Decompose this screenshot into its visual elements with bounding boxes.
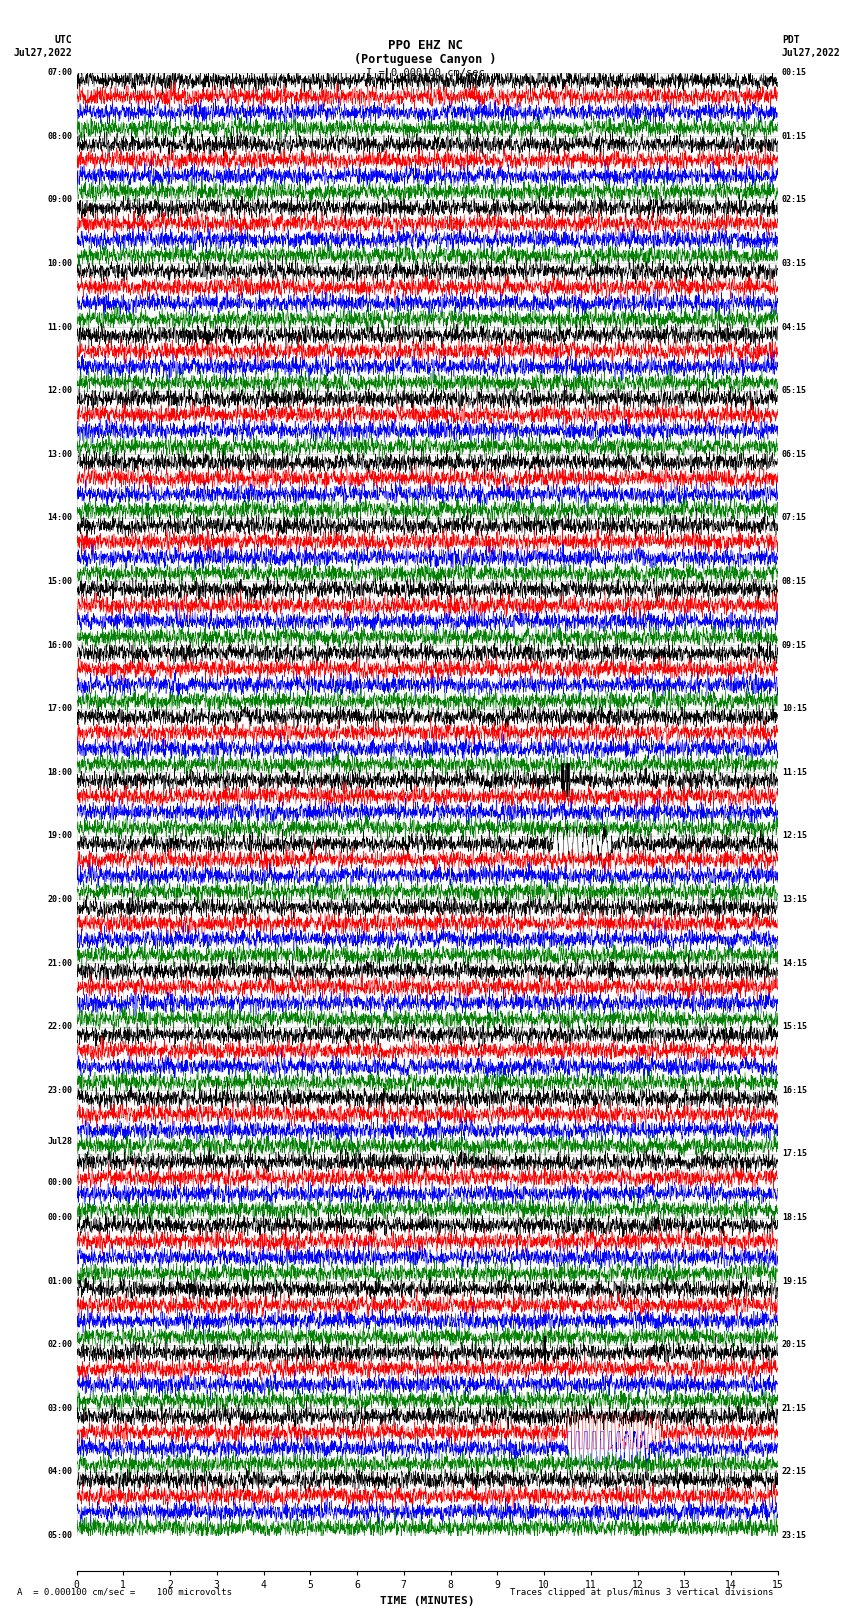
Text: 15:15: 15:15 [782, 1023, 807, 1031]
Text: 22:00: 22:00 [48, 1023, 72, 1031]
Text: 21:00: 21:00 [48, 958, 72, 968]
Text: 08:00: 08:00 [48, 132, 72, 140]
Text: 22:15: 22:15 [782, 1468, 807, 1476]
Text: 00:15: 00:15 [782, 68, 807, 77]
Text: Jul28: Jul28 [48, 1137, 72, 1145]
Text: 13:00: 13:00 [48, 450, 72, 458]
Text: 16:00: 16:00 [48, 640, 72, 650]
Text: A  = 0.000100 cm/sec =    100 microvolts: A = 0.000100 cm/sec = 100 microvolts [17, 1587, 232, 1597]
Text: 04:00: 04:00 [48, 1468, 72, 1476]
Text: 06:15: 06:15 [782, 450, 807, 458]
Text: 14:00: 14:00 [48, 513, 72, 523]
Text: 07:00: 07:00 [48, 68, 72, 77]
Text: (Portuguese Canyon ): (Portuguese Canyon ) [354, 53, 496, 66]
Text: 04:15: 04:15 [782, 323, 807, 332]
Text: 11:15: 11:15 [782, 768, 807, 777]
Text: 15:00: 15:00 [48, 577, 72, 586]
Text: Traces clipped at plus/minus 3 vertical divisions: Traces clipped at plus/minus 3 vertical … [510, 1587, 774, 1597]
Text: 23:15: 23:15 [782, 1531, 807, 1540]
Text: 08:15: 08:15 [782, 577, 807, 586]
Text: 23:00: 23:00 [48, 1086, 72, 1095]
Text: Jul27,2022: Jul27,2022 [782, 48, 841, 58]
Text: 09:15: 09:15 [782, 640, 807, 650]
Text: 18:15: 18:15 [782, 1213, 807, 1223]
Text: 09:00: 09:00 [48, 195, 72, 205]
X-axis label: TIME (MINUTES): TIME (MINUTES) [380, 1595, 474, 1605]
Text: 07:15: 07:15 [782, 513, 807, 523]
Text: 18:00: 18:00 [48, 768, 72, 777]
Text: 12:00: 12:00 [48, 386, 72, 395]
Text: 10:15: 10:15 [782, 705, 807, 713]
Text: 20:00: 20:00 [48, 895, 72, 903]
Text: 00:00: 00:00 [48, 1213, 72, 1223]
Text: 14:15: 14:15 [782, 958, 807, 968]
Text: 10:00: 10:00 [48, 260, 72, 268]
Text: 00:00: 00:00 [48, 1177, 72, 1187]
Text: 13:15: 13:15 [782, 895, 807, 903]
Text: 03:15: 03:15 [782, 260, 807, 268]
Text: 19:15: 19:15 [782, 1276, 807, 1286]
Text: 05:00: 05:00 [48, 1531, 72, 1540]
Text: 19:00: 19:00 [48, 831, 72, 840]
Text: I = 0.000100 cm/sec: I = 0.000100 cm/sec [366, 68, 484, 77]
Text: 02:15: 02:15 [782, 195, 807, 205]
Text: UTC: UTC [54, 35, 72, 45]
Text: 16:15: 16:15 [782, 1086, 807, 1095]
Text: PDT: PDT [782, 35, 800, 45]
Text: 01:00: 01:00 [48, 1276, 72, 1286]
Text: 05:15: 05:15 [782, 386, 807, 395]
Text: 20:15: 20:15 [782, 1340, 807, 1348]
Text: 02:00: 02:00 [48, 1340, 72, 1348]
Text: 11:00: 11:00 [48, 323, 72, 332]
Text: 17:00: 17:00 [48, 705, 72, 713]
Text: 12:15: 12:15 [782, 831, 807, 840]
Text: Jul27,2022: Jul27,2022 [14, 48, 72, 58]
Text: 03:00: 03:00 [48, 1403, 72, 1413]
Text: 21:15: 21:15 [782, 1403, 807, 1413]
Text: 17:15: 17:15 [782, 1150, 807, 1158]
Text: 01:15: 01:15 [782, 132, 807, 140]
Text: PPO EHZ NC: PPO EHZ NC [388, 39, 462, 52]
